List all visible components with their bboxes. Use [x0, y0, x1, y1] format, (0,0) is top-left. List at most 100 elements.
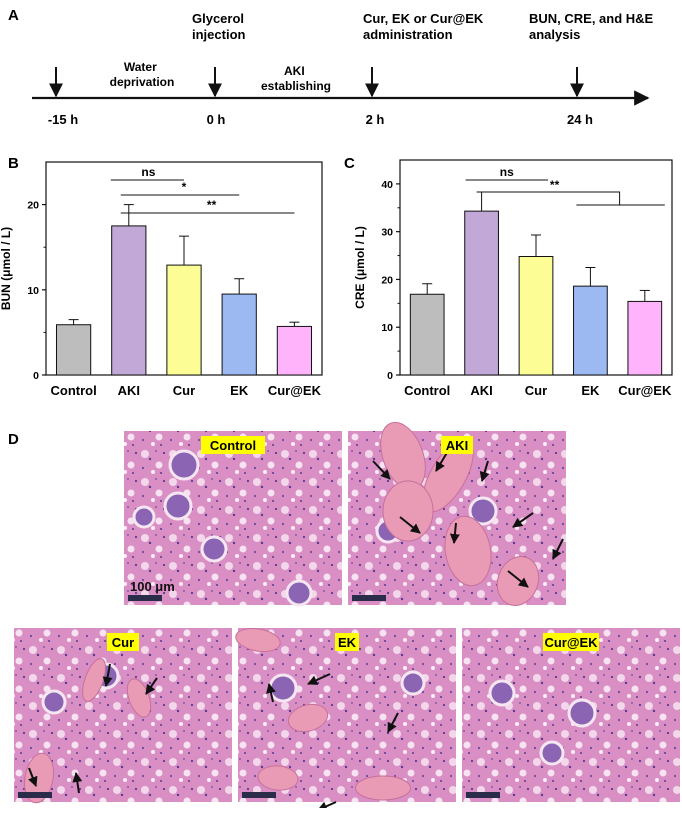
significance-label: ns: [500, 165, 514, 179]
lesion-arrow: [387, 712, 399, 733]
y-tick-label: 40: [381, 179, 393, 191]
image-label-bg: [201, 436, 265, 454]
histology-image-aki: AKI: [348, 421, 566, 606]
lesion-arrow: [317, 801, 337, 811]
glomerulus: [268, 673, 298, 703]
image-label: Cur@EK: [544, 635, 598, 650]
glomerulus: [163, 491, 193, 521]
y-tick-label: 0: [387, 370, 393, 382]
histology-image-control: Control: [124, 431, 342, 607]
x-category-label: Cur@EK: [268, 383, 322, 398]
scale-bar: [242, 792, 276, 798]
y-tick-label: 30: [381, 227, 393, 239]
y-tick-label: 10: [27, 285, 39, 297]
y-tick-label: 0: [33, 370, 39, 382]
x-category-label: Cur: [173, 383, 195, 398]
bar-cur-ek: [276, 325, 313, 376]
histology-image-ek: EK: [235, 627, 456, 811]
image-label: Cur: [112, 635, 134, 650]
lesion-arrow: [512, 512, 534, 528]
glomerulus: [488, 679, 516, 707]
bar-ek: [573, 285, 608, 376]
x-category-label: EK: [581, 383, 600, 398]
scale-bar-label: 100 μm: [130, 579, 175, 594]
image-label-bg: [543, 633, 599, 651]
image-label: AKI: [446, 438, 468, 453]
cre-bar-chart: 0 10 20 30 40 CRE (μmol / L) Control AKI Cur EK Cu…: [353, 159, 673, 398]
significance-label: ns: [141, 165, 155, 179]
image-label-bg: [107, 633, 139, 651]
scale-bar: [18, 792, 52, 798]
panel-letter-a: A: [8, 7, 19, 24]
x-category-label: Control: [50, 383, 96, 398]
tubular-cast: [355, 775, 411, 801]
x-category-label: Cur: [525, 383, 547, 398]
bar-control: [55, 324, 92, 376]
bun-bar-chart: 0 10 20 BUN (μmol / L) Control AKI Cur EK Cur@EK…: [0, 161, 323, 398]
bar-cur-ek: [627, 300, 663, 376]
histology-panel: Control AKI Cur EK Cur@EK 100 μm: [14, 421, 680, 811]
lesion-arrow: [72, 772, 83, 794]
image-label-bg: [335, 633, 359, 651]
x-category-label: EK: [230, 383, 249, 398]
y-tick-label: 10: [381, 322, 393, 334]
x-category-label: AKI: [118, 383, 140, 398]
panel-letter-b: B: [8, 155, 19, 172]
bar-cur: [166, 264, 202, 376]
time-label-3: 2 h: [366, 112, 385, 127]
tubular-cast: [257, 765, 299, 791]
time-label-1: -15 h: [48, 112, 78, 127]
timeline-interval-water: Water deprivation: [110, 60, 175, 89]
lesion-arrow: [449, 522, 460, 544]
lesion-arrow: [479, 460, 490, 482]
time-label-4: 24 h: [567, 112, 593, 127]
panel-letter-d: D: [8, 431, 19, 448]
glomerulus: [41, 689, 67, 715]
significance-label: **: [550, 178, 560, 192]
timeline-label-glycerol: Glycerol injection: [192, 11, 248, 42]
glomerulus: [468, 496, 498, 526]
bar-aki: [464, 210, 499, 376]
y-axis-label: BUN (μmol / L): [0, 227, 13, 310]
tubular-cast: [82, 658, 106, 702]
scale-bar: [352, 595, 386, 601]
lesion-arrow: [399, 516, 421, 534]
image-label-bg: [441, 436, 473, 454]
lesion-arrow: [266, 683, 276, 703]
bar-control: [409, 293, 445, 376]
lesion-arrow: [507, 570, 529, 588]
glomerulus: [285, 579, 313, 607]
timeline-interval-aki: AKI establishing: [261, 64, 331, 93]
glomerulus: [168, 449, 200, 481]
time-label-2: 0 h: [207, 112, 226, 127]
lesion-arrow: [372, 460, 391, 480]
x-category-label: Control: [404, 383, 450, 398]
glomerulus: [567, 698, 597, 728]
tubular-cast: [235, 627, 281, 653]
lesion-arrow: [552, 538, 564, 560]
bar-cur: [518, 256, 554, 376]
histology-image-cur: Cur: [14, 628, 232, 804]
significance-label: **: [207, 198, 217, 212]
y-axis-label: CRE (μmol / L): [353, 226, 367, 309]
y-tick-label: 20: [27, 200, 39, 212]
bar-aki: [111, 225, 147, 376]
glomerulus: [200, 535, 228, 563]
glomerulus: [400, 670, 426, 696]
lesion-arrow: [307, 673, 331, 685]
lesion-arrow: [435, 450, 449, 472]
tissue-image: [124, 431, 342, 605]
tubular-cast: [24, 752, 54, 804]
timeline-label-administration: Cur, EK or Cur@EK administration: [363, 11, 487, 42]
timeline: Glycerol injection Cur, EK or Cur@EK adm…: [32, 11, 657, 127]
timeline-label-analysis: BUN, CRE, and H&E analysis: [529, 11, 657, 42]
panel-letter-c: C: [344, 155, 355, 172]
scale-bar: [466, 792, 500, 798]
bar-ek: [221, 293, 257, 376]
x-category-label: Cur@EK: [618, 383, 672, 398]
image-label: Control: [210, 438, 256, 453]
x-category-label: AKI: [470, 383, 492, 398]
y-tick-label: 20: [381, 274, 393, 286]
lesion-arrow: [28, 767, 38, 787]
